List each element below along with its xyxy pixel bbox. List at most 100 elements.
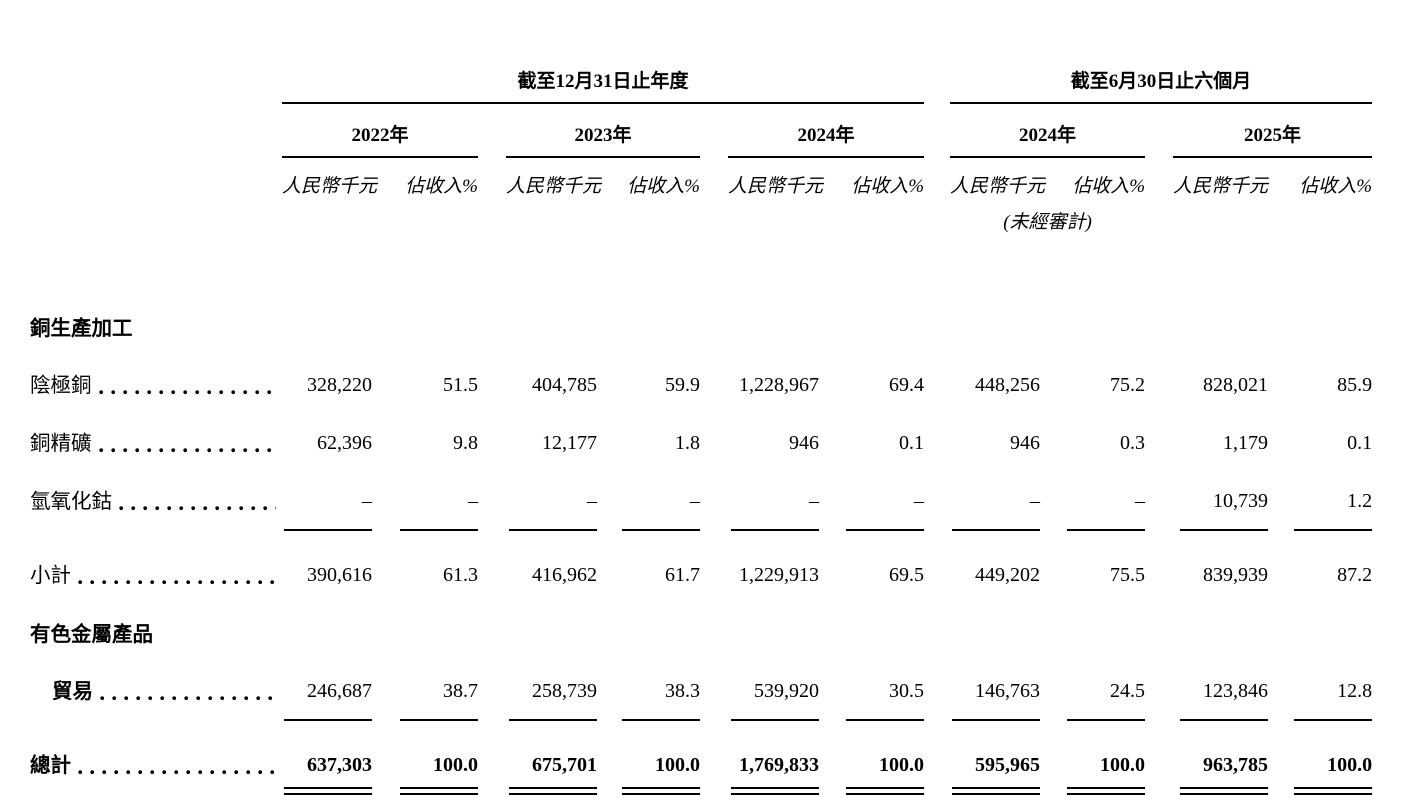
year-header-2022: 2022年 bbox=[282, 103, 478, 158]
row-label-cell: 貿易 bbox=[30, 647, 282, 705]
pct-header: 佔收入% bbox=[1072, 176, 1146, 197]
column-gap bbox=[1145, 457, 1173, 515]
cell-percent: 1.2 bbox=[1347, 490, 1373, 512]
row-label-text: 小計 bbox=[30, 565, 71, 587]
cell-value: 595,965 bbox=[975, 754, 1041, 776]
unit-header: 人民幣千元 bbox=[506, 176, 602, 197]
column-gap bbox=[1145, 647, 1173, 705]
column-gap bbox=[1145, 705, 1173, 721]
header-spacer bbox=[30, 56, 282, 103]
cell-value: 839,939 bbox=[1203, 564, 1269, 586]
column-gap bbox=[1145, 399, 1173, 457]
rule-cell bbox=[282, 515, 372, 531]
unit-pair-2024: 人民幣千元 佔收入% bbox=[728, 157, 924, 198]
cell-value: 637,303 bbox=[307, 754, 372, 776]
year-header-row: 2022年 2023年 2024年 2024年 2025年 bbox=[30, 103, 1373, 158]
rule-cell bbox=[597, 779, 700, 795]
cell-value: 1,229,913 bbox=[739, 564, 819, 586]
cell-percent: 100.0 bbox=[879, 754, 925, 776]
column-gap bbox=[700, 515, 728, 531]
year-header-2023: 2023年 bbox=[506, 103, 700, 158]
double-rule bbox=[509, 787, 597, 795]
cell-value: 258,739 bbox=[532, 680, 597, 702]
row-label-cell: 陰極銅 bbox=[30, 341, 282, 399]
cell-percent: 0.1 bbox=[1347, 432, 1373, 454]
single-rule bbox=[846, 719, 925, 721]
column-gap bbox=[478, 341, 506, 399]
table-row: 總計 637,303 100.0 675,701 100.0 1,769,833 100.0… bbox=[30, 721, 1372, 779]
unit-header: 人民幣千元 bbox=[728, 176, 824, 197]
row-label-text: 銅精礦 bbox=[30, 433, 92, 455]
rule-cell bbox=[506, 705, 597, 721]
unaudited-row: (未經審計) bbox=[30, 198, 1372, 247]
cell-percent: 100.0 bbox=[1100, 754, 1146, 776]
year-header-2024: 2024年 bbox=[728, 103, 925, 158]
cell-percent: 30.5 bbox=[889, 680, 925, 702]
double-rule bbox=[1294, 787, 1373, 795]
column-gap bbox=[478, 399, 506, 457]
rule-cell bbox=[282, 705, 372, 721]
row-label-text: 總計 bbox=[30, 755, 71, 777]
section-row: 銅生產加工 bbox=[30, 283, 1372, 341]
cell-value: 448,256 bbox=[975, 374, 1041, 396]
single-rule bbox=[622, 529, 700, 531]
table-row: 貿易 246,687 38.7 258,739 38.3 539,920 30.5 146,7… bbox=[30, 647, 1372, 705]
single-rule bbox=[509, 529, 597, 531]
single-rule bbox=[1294, 719, 1373, 721]
double-rule bbox=[1067, 787, 1146, 795]
column-gap bbox=[1145, 531, 1173, 589]
rule-cell bbox=[1173, 515, 1269, 531]
cell-percent: 9.8 bbox=[453, 432, 478, 454]
cell-value: – bbox=[587, 490, 597, 512]
rule-spacer bbox=[30, 779, 282, 795]
header-spacer bbox=[282, 198, 924, 247]
pct-header: 佔收入% bbox=[1299, 176, 1373, 197]
row-label: 小計 bbox=[30, 558, 282, 589]
single-rule bbox=[952, 529, 1041, 531]
column-gap bbox=[478, 531, 506, 589]
column-gap bbox=[478, 721, 506, 779]
rule-cell bbox=[950, 515, 1041, 531]
section-label: 銅生產加工 bbox=[30, 318, 133, 340]
cell-percent: 100.0 bbox=[1327, 754, 1373, 776]
cell-percent: – bbox=[690, 490, 700, 512]
single-rule bbox=[284, 719, 372, 721]
rule-cell bbox=[950, 705, 1041, 721]
rule-cell bbox=[1040, 779, 1146, 795]
column-gap bbox=[1145, 721, 1173, 779]
rule-cell bbox=[1173, 779, 1269, 795]
column-gap bbox=[700, 399, 728, 457]
column-gap bbox=[478, 515, 506, 531]
cell-value: 539,920 bbox=[754, 680, 819, 702]
section-row: 有色金屬產品 bbox=[30, 589, 1372, 647]
single-rule bbox=[1067, 719, 1146, 721]
cell-percent: 0.1 bbox=[899, 432, 925, 454]
cell-percent: 38.3 bbox=[665, 680, 700, 702]
row-label-text: 陰極銅 bbox=[30, 375, 92, 397]
rule-row bbox=[30, 515, 1373, 531]
cell-value: 390,616 bbox=[307, 564, 372, 586]
rule-cell bbox=[506, 779, 597, 795]
cell-value: 328,220 bbox=[307, 374, 372, 396]
column-gap bbox=[700, 705, 728, 721]
double-rule bbox=[846, 787, 925, 795]
column-gap bbox=[1145, 103, 1173, 157]
rule-cell bbox=[282, 779, 372, 795]
single-rule bbox=[1067, 529, 1146, 531]
cell-value: – bbox=[1030, 490, 1041, 512]
cell-percent: 51.5 bbox=[443, 374, 478, 396]
cell-value: 963,785 bbox=[1203, 754, 1269, 776]
cell-percent: 24.5 bbox=[1110, 680, 1146, 702]
document-page: 截至12月31日止年度 截至6月30日止六個月 2022年 2023年 2024… bbox=[30, 56, 1373, 795]
rule-row bbox=[30, 705, 1373, 721]
header-spacer bbox=[30, 103, 282, 157]
group-gap bbox=[924, 198, 950, 247]
group-gap bbox=[924, 647, 950, 705]
group-gap bbox=[924, 515, 950, 531]
row-label-text: 氫氧化鈷 bbox=[30, 491, 112, 513]
unit-header-row: 人民幣千元 佔收入% 人民幣千元 佔收入% 人民幣千元 佔收入% bbox=[30, 157, 1372, 198]
rule-cell bbox=[1040, 705, 1146, 721]
column-gap bbox=[1145, 341, 1173, 399]
group-gap bbox=[924, 457, 950, 515]
cell-percent: 12.8 bbox=[1337, 680, 1373, 702]
